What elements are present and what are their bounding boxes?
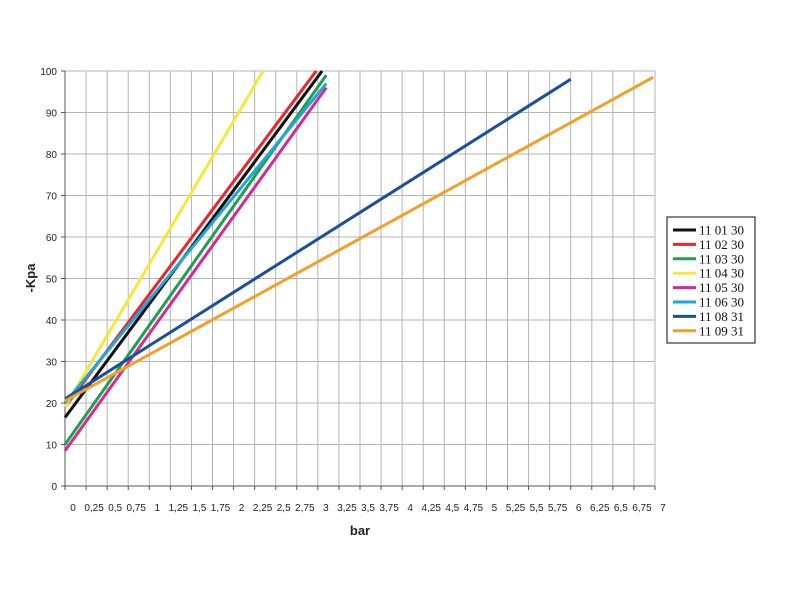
y-tick-label: 50 (46, 275, 58, 286)
series-lines (63, 70, 655, 452)
y-tick-label: 90 (46, 109, 58, 120)
y-tick-label: 80 (46, 150, 58, 161)
x-tick-label: 2,5 (277, 503, 291, 514)
x-tick-label: 4 (407, 503, 413, 514)
legend-label: 11 04 30 (699, 266, 744, 281)
y-tick-label: 40 (46, 316, 58, 327)
series-line (64, 78, 572, 401)
x-tick-label: 3,75 (379, 503, 399, 514)
x-tick-label: 4,5 (445, 503, 459, 514)
x-tick-label: 4,25 (421, 503, 441, 514)
x-tick-label: 6 (576, 503, 582, 514)
legend-box (666, 216, 756, 344)
series-line (63, 82, 328, 404)
y-tick-label: 70 (46, 192, 58, 203)
x-tick-label: 1 (155, 503, 161, 514)
x-tick-label: 0 (70, 503, 76, 514)
legend-label: 11 02 30 (699, 237, 744, 252)
x-tick-label: 6,75 (632, 503, 652, 514)
x-tick-label: 0,75 (126, 503, 146, 514)
x-tick-label: 5 (492, 503, 498, 514)
y-tick-labels: 0 10 20 30 40 50 60 70 80 90 100 (40, 67, 65, 493)
x-tick-label: 3,5 (361, 503, 375, 514)
x-tick-label: 6,5 (614, 503, 628, 514)
legend-label: 11 09 31 (699, 323, 744, 338)
y-tick-label: 60 (46, 233, 58, 244)
y-axis-label: -Kpa (23, 263, 38, 293)
x-tick-label: 3,25 (337, 503, 357, 514)
x-tick-label: 7 (660, 503, 666, 514)
y-tick-label: 10 (46, 441, 58, 452)
x-tick-label: 2 (239, 503, 245, 514)
legend-label: 11 01 30 (699, 223, 744, 238)
x-tick-label: 2,25 (253, 503, 273, 514)
series-line (63, 86, 328, 452)
legend-label: 11 03 30 (699, 251, 744, 266)
x-tick-label: 4,75 (464, 503, 484, 514)
x-tick-label: 6,25 (590, 503, 610, 514)
y-tick-label: 0 (51, 482, 57, 493)
x-tick-label: 0,5 (108, 503, 122, 514)
x-tick-label: 1,75 (211, 503, 231, 514)
legend-label: 11 06 30 (699, 295, 744, 310)
x-tick-label: 1,25 (169, 503, 189, 514)
y-tick-label: 30 (46, 358, 58, 369)
x-tick-label: 3 (323, 503, 329, 514)
x-tick-label: 1,5 (192, 503, 206, 514)
x-tick-label: 5,5 (530, 503, 544, 514)
y-tick-label: 100 (40, 67, 57, 78)
x-axis-label: bar (350, 523, 370, 538)
legend-label: 11 05 30 (699, 280, 744, 295)
x-tick-label: 5,75 (548, 503, 568, 514)
y-tick-label: 20 (46, 399, 58, 410)
legend-label: 11 08 31 (699, 309, 744, 324)
x-tick-label: 2,75 (295, 503, 315, 514)
x-tick-label: 0,25 (84, 503, 104, 514)
x-tick-labels: 0 0,25 0,5 0,75 1 1,25 1,5 1,75 2 2,25 2,5 2,75 3 3,2… (64, 486, 666, 514)
series-line (64, 75, 655, 403)
x-tick-label: 5,25 (506, 503, 526, 514)
series-line (63, 70, 265, 408)
